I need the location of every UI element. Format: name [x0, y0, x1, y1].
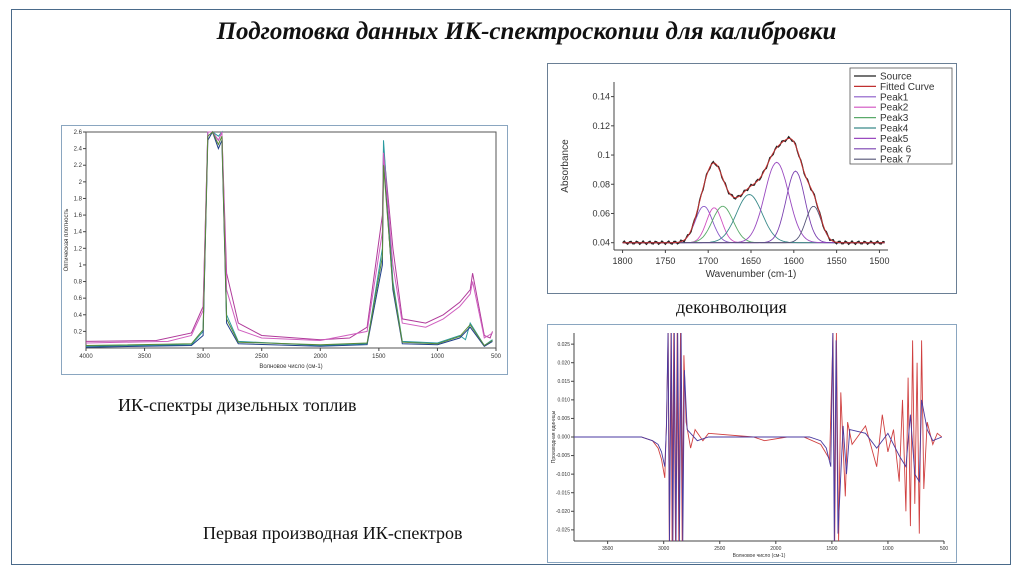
- y-tick-label: 1: [79, 263, 83, 269]
- y-axis-label: Absorbance: [560, 139, 571, 193]
- ir-spectra-panel: 4000 3500 3000 2500 2000 1500 1000 500 0.2 0.4 0.6…: [61, 125, 508, 375]
- y-tick-label: 0.1: [597, 150, 610, 160]
- legend-label: Peak 6: [880, 144, 912, 155]
- x-tick-label: 2000: [770, 546, 781, 552]
- y-tick-label: -0.020: [556, 509, 570, 515]
- derivative-panel: 3500 3000 2500 2000 1500 1000 500 0.025 0.020 0.0…: [547, 324, 957, 563]
- y-tick-label: 1.8: [74, 196, 83, 202]
- plot-area: [85, 131, 497, 349]
- x-tick-label: 3000: [658, 546, 669, 552]
- legend-label: Peak4: [880, 124, 909, 135]
- deconvolution-chart: 1800 1750 1700 1650 1600 1550 1500 0.04 0.06 0.08…: [560, 67, 953, 280]
- y-tick-label: 0.2: [74, 329, 83, 335]
- legend-label: Fitted Curve: [880, 82, 935, 93]
- y-tick-label: 0.14: [592, 92, 610, 102]
- peak-curve: [622, 194, 885, 244]
- peak-curve: [622, 205, 885, 244]
- ir-series-line: [85, 130, 493, 347]
- x-tick-label: 1500: [826, 546, 837, 552]
- x-tick-label: 3500: [602, 546, 613, 552]
- x-tick-label: 1800: [613, 256, 633, 266]
- peak-curve: [622, 205, 885, 244]
- y-tick-label: 2.2: [74, 163, 83, 169]
- y-tick-label: 1.4: [74, 230, 83, 236]
- x-tick-label: 3000: [196, 354, 210, 360]
- legend-label: Source: [880, 72, 912, 83]
- slide-frame: [11, 9, 1011, 565]
- y-tick-label: 0.12: [592, 121, 610, 131]
- peak-curve: [622, 205, 885, 244]
- peak-curve: [622, 161, 885, 244]
- y-tick-label: -0.010: [556, 472, 570, 478]
- caption-ir-spectra: ИК-спектры дизельных топлив: [118, 395, 357, 415]
- derivative-chart: 3500 3000 2500 2000 1500 1000 500 0.025 0.020 0.0…: [551, 332, 949, 559]
- y-tick-label: 0.015: [557, 379, 570, 385]
- y-tick-label: 2.4: [74, 147, 83, 153]
- y-tick-label: -0.015: [556, 490, 570, 496]
- ir-spectra-chart: 4000 3500 3000 2500 2000 1500 1000 500 0.2 0.4 0.6…: [64, 130, 502, 370]
- y-tick-label: -0.025: [556, 528, 570, 534]
- x-tick-label: 2500: [255, 354, 269, 360]
- legend-label: Peak 7: [880, 155, 912, 166]
- peak-curve: [622, 207, 885, 244]
- slide-title: Подготовка данных ИК-спектроскопии для к…: [216, 18, 837, 45]
- source-curve: [622, 135, 885, 246]
- x-axis-label: Волновое число (см-1): [733, 553, 786, 559]
- y-axis-label: Производная единицы: [551, 410, 557, 463]
- x-tick-label: 1700: [698, 256, 718, 266]
- x-tick-label: 500: [491, 354, 502, 360]
- fitted-curve: [622, 137, 885, 244]
- x-tick-label: 1500: [372, 354, 386, 360]
- x-tick-label: 1600: [784, 256, 804, 266]
- x-tick-label: 1000: [431, 354, 445, 360]
- y-tick-label: 0.000: [557, 435, 570, 441]
- y-tick-label: 0.025: [557, 342, 570, 348]
- x-axis-label: Волновое число (см-1): [259, 364, 322, 370]
- legend-box: [849, 67, 953, 165]
- x-tick-label: 1750: [655, 256, 675, 266]
- y-tick-label: 0.06: [592, 208, 610, 218]
- x-tick-label: 2500: [714, 546, 725, 552]
- derivative-series-line: [574, 332, 942, 542]
- y-tick-label: 2.6: [74, 130, 83, 136]
- x-tick-label: 1650: [741, 256, 761, 266]
- legend-label: Peak5: [880, 134, 909, 145]
- y-tick-label: 0.04: [592, 238, 610, 248]
- peak-curve: [622, 170, 885, 244]
- y-axis-label: Оптическая плотность: [64, 209, 70, 272]
- ir-series-line: [85, 131, 493, 347]
- x-axis-label: Wavenumber (cm-1): [706, 269, 797, 280]
- y-tick-label: 1.2: [74, 246, 83, 252]
- y-tick-label: 0.8: [74, 280, 83, 286]
- caption-deconvolution: деконволюция: [676, 297, 787, 317]
- x-tick-label: 1500: [869, 256, 889, 266]
- y-tick-label: 0.005: [557, 416, 570, 422]
- x-tick-label: 4000: [79, 354, 93, 360]
- x-tick-label: 3500: [138, 354, 152, 360]
- y-tick-label: 1.6: [74, 213, 83, 219]
- y-tick-label: 2: [79, 180, 83, 186]
- y-tick-label: 0.6: [74, 296, 83, 302]
- deconvolution-panel: 1800 1750 1700 1650 1600 1550 1500 0.04 0.06 0.08…: [547, 63, 957, 294]
- x-tick-label: 500: [940, 546, 949, 552]
- x-tick-label: 2000: [314, 354, 328, 360]
- legend-label: Peak3: [880, 113, 909, 124]
- ir-series-line: [85, 130, 493, 348]
- y-tick-label: 0.4: [74, 313, 83, 319]
- legend-label: Peak1: [880, 92, 909, 103]
- caption-derivative: Первая производная ИК-спектров: [203, 523, 463, 543]
- y-tick-label: 0.020: [557, 360, 570, 366]
- ir-series-line: [85, 131, 493, 342]
- x-tick-label: 1550: [827, 256, 847, 266]
- y-tick-label: -0.005: [556, 453, 570, 459]
- legend-label: Peak2: [880, 103, 909, 114]
- x-tick-label: 1000: [882, 546, 893, 552]
- ir-series-line: [85, 131, 493, 344]
- y-tick-label: 0.08: [592, 179, 610, 189]
- y-tick-label: 0.010: [557, 398, 570, 404]
